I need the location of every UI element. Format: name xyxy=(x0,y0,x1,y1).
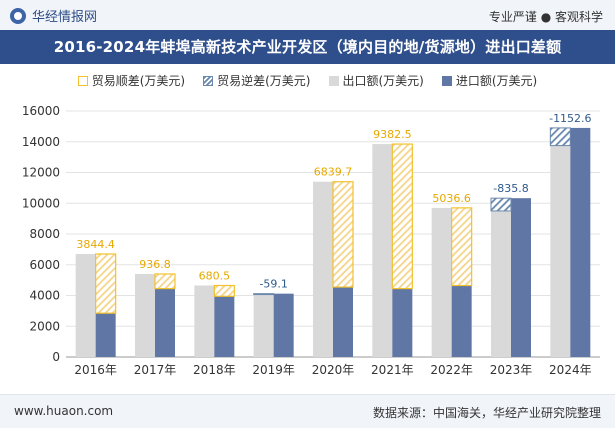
surplus-bar xyxy=(391,143,413,290)
import-bar xyxy=(95,313,116,357)
surplus-bar xyxy=(154,273,176,290)
x-tick-label: 2024年 xyxy=(549,363,592,377)
huajing-logo-icon xyxy=(10,7,26,24)
legend-label-surplus: 贸易顺差(万美元) xyxy=(91,74,186,88)
import-bar xyxy=(273,293,294,357)
export-bar xyxy=(491,210,511,357)
import-bar xyxy=(155,288,175,357)
legend-item-import[interactable]: 进口额(万美元) xyxy=(441,72,538,89)
top-bar: 华经情报网 专业严谨 ● 客观科学 xyxy=(0,0,615,30)
balance-data-label: 9382.5 xyxy=(373,128,412,141)
balance-data-label: -59.1 xyxy=(259,278,287,291)
title-bar: 2016-2024年蚌埠高新技术产业开发区（境内目的地/货源地）进出口差额 xyxy=(0,30,615,64)
y-tick-label: 2000 xyxy=(29,319,60,333)
balance-data-label: 936.8 xyxy=(139,258,171,271)
balance-data-label: 680.5 xyxy=(199,270,231,283)
y-tick-label: 0 xyxy=(52,350,60,364)
x-tick-label: 2022年 xyxy=(430,363,473,377)
export-bar xyxy=(253,294,274,357)
y-tick-label: 14000 xyxy=(22,135,60,149)
legend-swatch-surplus xyxy=(77,75,88,86)
x-tick-label: 2017年 xyxy=(134,363,177,377)
x-tick-label: 2020年 xyxy=(312,363,355,377)
y-tick-label: 16000 xyxy=(22,104,60,118)
export-bar xyxy=(75,253,96,357)
footer-bar: www.huaon.com 数据来源：中国海关，华经产业研究院整理 xyxy=(0,394,615,428)
x-tick-label: 2019年 xyxy=(252,363,295,377)
x-tick-label: 2016年 xyxy=(74,363,117,377)
chart-legend: 贸易顺差(万美元) 贸易逆差(万美元) 出口额(万美元) 进口额(万美元) xyxy=(0,72,615,89)
legend-swatch-deficit xyxy=(203,75,214,86)
chart-title: 2016-2024年蚌埠高新技术产业开发区（境内目的地/货源地）进出口差额 xyxy=(53,38,562,56)
import-bar xyxy=(333,287,353,357)
export-bar xyxy=(313,181,333,357)
balance-data-label: 5036.6 xyxy=(432,192,471,205)
deficit-bar xyxy=(490,197,512,212)
import-bar xyxy=(214,296,235,357)
import-bar xyxy=(392,288,413,357)
y-tick-label: 12000 xyxy=(22,166,60,180)
legend-label-export: 出口额(万美元) xyxy=(342,74,424,88)
export-bar xyxy=(431,207,452,357)
website-link[interactable]: www.huaon.com xyxy=(14,404,114,418)
legend-item-deficit[interactable]: 贸易逆差(万美元) xyxy=(203,72,311,89)
surplus-bar xyxy=(332,181,354,288)
balance-data-label: 6839.7 xyxy=(314,166,353,179)
legend-item-export[interactable]: 出口额(万美元) xyxy=(328,72,424,89)
export-bar xyxy=(135,273,155,357)
brand-name: 华经情报网 xyxy=(32,10,98,25)
deficit-bar xyxy=(253,293,275,296)
y-tick-label: 8000 xyxy=(29,227,60,241)
deficit-bar xyxy=(549,127,571,147)
import-bar xyxy=(570,127,591,357)
import-bar xyxy=(511,198,531,357)
surplus-bar xyxy=(213,284,235,297)
legend-swatch-export xyxy=(328,75,339,86)
x-tick-label: 2023年 xyxy=(490,363,533,377)
surplus-bar xyxy=(451,207,473,287)
legend-label-import: 进口额(万美元) xyxy=(455,74,538,88)
brand[interactable]: 华经情报网 xyxy=(10,6,97,25)
y-tick-label: 10000 xyxy=(22,196,60,210)
surplus-bar xyxy=(95,253,117,314)
balance-data-label: -835.8 xyxy=(493,182,528,195)
tagline: 专业严谨 ● 客观科学 xyxy=(488,10,603,24)
export-bar xyxy=(194,285,215,357)
balance-data-label: 3844.4 xyxy=(76,238,115,251)
legend-swatch-import xyxy=(441,75,452,86)
data-source: 数据来源：中国海关，华经产业研究院整理 xyxy=(372,406,601,420)
export-bar xyxy=(550,145,571,357)
y-tick-label: 6000 xyxy=(29,258,60,272)
legend-label-deficit: 贸易逆差(万美元) xyxy=(217,74,311,88)
legend-item-surplus[interactable]: 贸易顺差(万美元) xyxy=(77,72,186,89)
import-bar xyxy=(451,285,472,357)
balance-data-label: -1152.6 xyxy=(549,112,591,125)
export-bar xyxy=(372,144,393,357)
x-tick-label: 2018年 xyxy=(193,363,236,377)
x-tick-label: 2021年 xyxy=(371,363,414,377)
y-tick-label: 4000 xyxy=(29,289,60,303)
